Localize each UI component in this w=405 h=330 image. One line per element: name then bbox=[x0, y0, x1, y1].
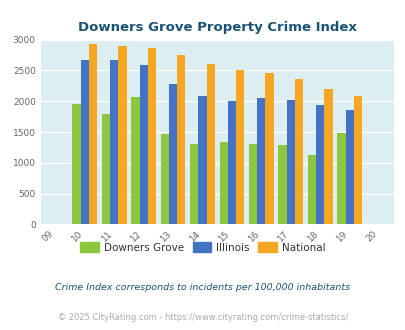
Bar bbox=[81, 60, 89, 224]
Bar bbox=[190, 144, 198, 224]
Bar bbox=[206, 64, 214, 224]
Bar bbox=[139, 65, 147, 224]
Bar bbox=[353, 96, 361, 224]
Bar bbox=[160, 134, 168, 224]
Bar bbox=[345, 110, 353, 224]
Bar bbox=[315, 105, 324, 224]
Text: © 2025 CityRating.com - https://www.cityrating.com/crime-statistics/: © 2025 CityRating.com - https://www.city… bbox=[58, 313, 347, 322]
Bar bbox=[265, 73, 273, 224]
Bar bbox=[278, 145, 286, 224]
Bar bbox=[235, 70, 244, 224]
Bar bbox=[294, 79, 303, 224]
Bar bbox=[257, 97, 265, 224]
Bar bbox=[118, 46, 126, 224]
Bar bbox=[219, 142, 227, 224]
Bar bbox=[177, 55, 185, 224]
Bar bbox=[147, 48, 156, 224]
Bar bbox=[286, 100, 294, 224]
Bar bbox=[168, 84, 177, 224]
Bar bbox=[337, 133, 345, 224]
Bar bbox=[324, 89, 332, 224]
Text: Crime Index corresponds to incidents per 100,000 inhabitants: Crime Index corresponds to incidents per… bbox=[55, 283, 350, 292]
Bar bbox=[248, 144, 257, 224]
Legend: Downers Grove, Illinois, National: Downers Grove, Illinois, National bbox=[76, 238, 329, 257]
Title: Downers Grove Property Crime Index: Downers Grove Property Crime Index bbox=[78, 21, 356, 34]
Bar bbox=[89, 44, 97, 224]
Bar bbox=[198, 96, 206, 224]
Bar bbox=[72, 104, 81, 224]
Bar bbox=[307, 155, 315, 224]
Bar bbox=[131, 97, 139, 224]
Bar bbox=[102, 114, 110, 224]
Bar bbox=[110, 60, 118, 224]
Bar bbox=[227, 101, 235, 224]
